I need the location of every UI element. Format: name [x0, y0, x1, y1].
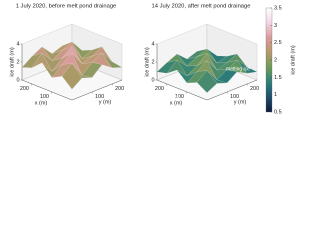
panel: 14 July 2020, after melt pond drainage02… [144, 4, 259, 107]
x-axis [21, 79, 73, 101]
panel: 1 July 2020, before melt pond drainage02… [9, 4, 124, 107]
surface-cell [166, 53, 188, 67]
colorbar-tick-label: 1 [274, 92, 277, 98]
x-axis [156, 79, 208, 101]
annotation: fuse bottoms [151, 94, 180, 100]
surface-cell [71, 53, 93, 76]
surface-cell [196, 48, 218, 64]
y-tick-label: 100 [95, 94, 104, 100]
colorbar-label: ice draft (m) [290, 45, 296, 75]
y-tick [91, 91, 94, 94]
y-tick [111, 83, 114, 86]
x-tick-label: 200 [155, 86, 164, 92]
surface-cell [31, 52, 53, 72]
colorbar-tick-label: 3.5 [274, 5, 282, 11]
z-tick-label: 2 [16, 59, 19, 65]
z-tick-label: 4 [16, 41, 19, 47]
surface-cell [196, 53, 218, 71]
colorbar-tick-label: 3 [274, 23, 277, 29]
colorbar-tick-label: 1.5 [274, 75, 282, 81]
surface-cell [61, 62, 83, 90]
colorbar-tick-label: 0.5 [274, 109, 282, 115]
surface-cell [71, 41, 93, 59]
x-tick [30, 83, 33, 86]
surface-cell [196, 60, 218, 80]
surface-cell [71, 46, 93, 64]
x-tick-label: 100 [40, 94, 49, 100]
x-tick [165, 83, 168, 86]
y-tick [226, 91, 229, 94]
surface-cell [51, 63, 73, 78]
y-tick-label: 200 [115, 86, 124, 92]
z-tick-label: 2 [151, 59, 154, 65]
annotation: melting ice [226, 66, 250, 72]
surface-cell [81, 62, 103, 78]
surface-cell [71, 63, 93, 79]
colorbar-tick-label: 2.5 [274, 40, 282, 46]
x-axis-label: x (m) [35, 100, 48, 106]
y-axis-label: y (m) [234, 99, 247, 105]
panel-title: 14 July 2020, after melt pond drainage [152, 4, 251, 10]
surface-cell [196, 70, 218, 93]
z-axis-label: ice draft (m) [144, 47, 150, 77]
x-axis-label: x (m) [170, 100, 183, 106]
surface-cell [51, 53, 73, 72]
x-tick [50, 91, 53, 94]
y-axis [71, 79, 123, 101]
z-tick-label: 0 [151, 77, 154, 83]
x-tick [185, 91, 188, 94]
surface-cell [101, 52, 123, 68]
x-tick-label: 100 [175, 94, 184, 100]
z-tick-label: 0 [16, 77, 19, 83]
y-axis-label: y (m) [99, 99, 112, 105]
colorbar-tick-label: 2 [274, 57, 277, 63]
x-tick-label: 200 [20, 86, 29, 92]
panel-title: 1 July 2020, before melt pond drainage [16, 4, 117, 10]
z-axis-label: ice draft (m) [9, 47, 15, 77]
page: {"chart_data": [ {"type": "surface", "ti… [9, 3, 297, 116]
y-tick-label: 100 [230, 94, 239, 100]
y-tick [246, 83, 249, 86]
z-tick-label: 4 [151, 41, 154, 47]
y-tick-label: 200 [250, 86, 259, 92]
y-axis [206, 79, 258, 101]
surface-cell [51, 46, 73, 61]
surface-cell [166, 59, 188, 77]
surface-cell [81, 52, 103, 64]
surface-cell [51, 41, 73, 54]
figure: 1 July 2020, before melt pond drainage02… [9, 4, 296, 116]
